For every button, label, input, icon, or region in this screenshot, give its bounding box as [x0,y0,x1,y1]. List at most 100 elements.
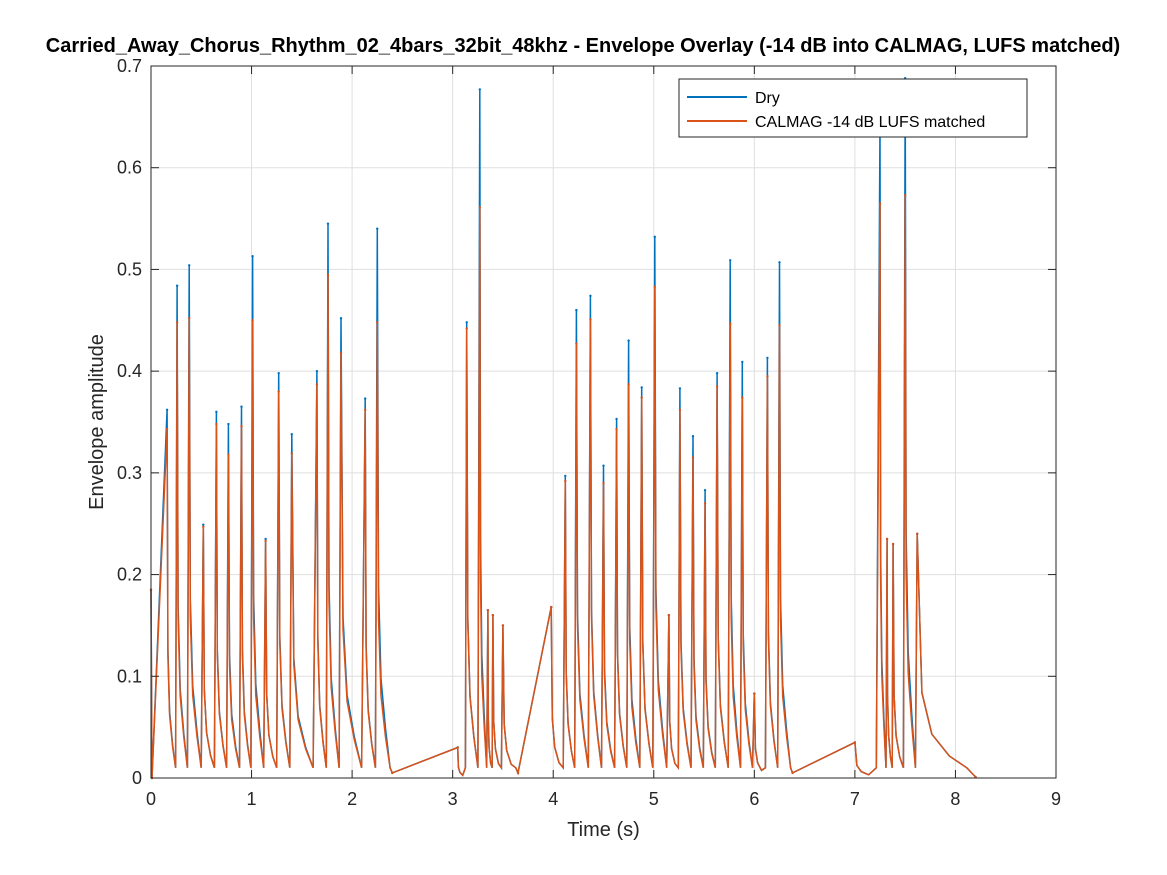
data-point [290,452,293,455]
data-point [640,386,643,389]
x-tick-label: 4 [548,789,558,809]
series-line-1 [150,195,977,779]
data-point [691,435,695,438]
plot-frame [150,65,1057,779]
legend: Dry CALMAG -14 dB LUFS matched [678,78,1028,138]
data-point [202,523,205,526]
data-point [240,405,243,408]
x-tick-label: 3 [448,789,458,809]
data-point [215,410,218,414]
data-point [691,456,695,459]
data-point [376,227,379,230]
data-point [741,396,744,399]
data-point [627,339,630,342]
data-point [478,88,482,91]
data-point [251,319,254,322]
data-point [516,771,520,775]
data-point [753,692,756,695]
data-point [465,327,468,330]
data-point [791,771,794,775]
data-point [501,624,505,627]
x-tick-label: 6 [749,789,759,809]
chart-title: Carried_Away_Chorus_Rhythm_02_4bars_32bi… [46,35,1120,57]
ticks: 0 1 2 3 4 5 6 7 8 9 0 0.1 0.2 0.3 0.4 0.5 0.6 0.7 [117,56,1061,809]
series-layer [149,77,977,780]
data-point [456,746,459,749]
data-point [264,537,267,541]
plot-background [151,66,1056,778]
data-point [277,390,280,393]
data-point [678,387,682,390]
data-point [715,371,719,375]
x-tick-label: 1 [247,789,257,809]
data-point [778,261,781,264]
data-point [175,321,179,324]
data-point [703,488,707,492]
legend-label-calmag: CALMAG -14 dB LUFS matched [755,114,985,131]
data-point [550,605,553,609]
data-point [376,321,379,324]
data-point [326,222,330,225]
data-point [315,383,319,386]
x-tick-label: 7 [850,789,860,809]
x-axis-label: Time (s) [567,819,640,841]
y-tick-label: 0.5 [117,259,142,279]
data-point [653,285,656,288]
data-point [703,502,707,505]
y-tick-label: 0.6 [117,158,142,178]
data-point [729,322,732,325]
data-point [615,427,618,431]
data-point [640,396,643,399]
data-point [916,532,919,536]
data-point [575,342,578,345]
data-point [678,408,682,411]
y-tick-label: 0.3 [117,463,142,483]
data-point [564,474,567,478]
data-point [766,375,769,378]
data-point [339,317,343,320]
data-point [627,383,630,386]
data-point [188,317,191,320]
data-point [391,771,394,775]
data-point [188,264,191,267]
x-tick-label: 2 [347,789,357,809]
data-point [589,318,592,321]
data-point [853,741,857,744]
data-point [486,608,490,612]
y-tick-label: 0 [132,768,142,788]
legend-box [678,78,1028,138]
data-point [165,408,169,411]
data-point [240,424,243,428]
y-tick-label: 0.1 [117,666,142,686]
y-tick-label: 0.4 [117,361,142,381]
x-tick-label: 9 [1051,789,1061,809]
data-point [277,371,280,375]
data-point [215,422,218,426]
data-point [326,273,330,276]
data-point [741,360,744,364]
data-point [878,202,882,205]
data-point [227,453,230,456]
data-point [465,321,468,324]
data-point [491,614,495,617]
data-point [363,408,367,411]
data-point [766,356,769,360]
x-tick-label: 0 [146,789,156,809]
data-point [891,542,895,546]
data-point [175,284,179,287]
data-point [729,259,732,262]
data-point [251,255,254,258]
data-point [667,614,671,617]
data-point [315,369,319,373]
data-point [227,422,230,426]
data-point [363,397,367,400]
data-point [903,193,907,197]
y-tick-label: 0.2 [117,565,142,585]
data-point [564,479,567,483]
data-point [575,308,578,312]
data-point [885,537,889,541]
x-tick-label: 5 [649,789,659,809]
data-point [290,433,293,436]
data-point [165,427,169,431]
